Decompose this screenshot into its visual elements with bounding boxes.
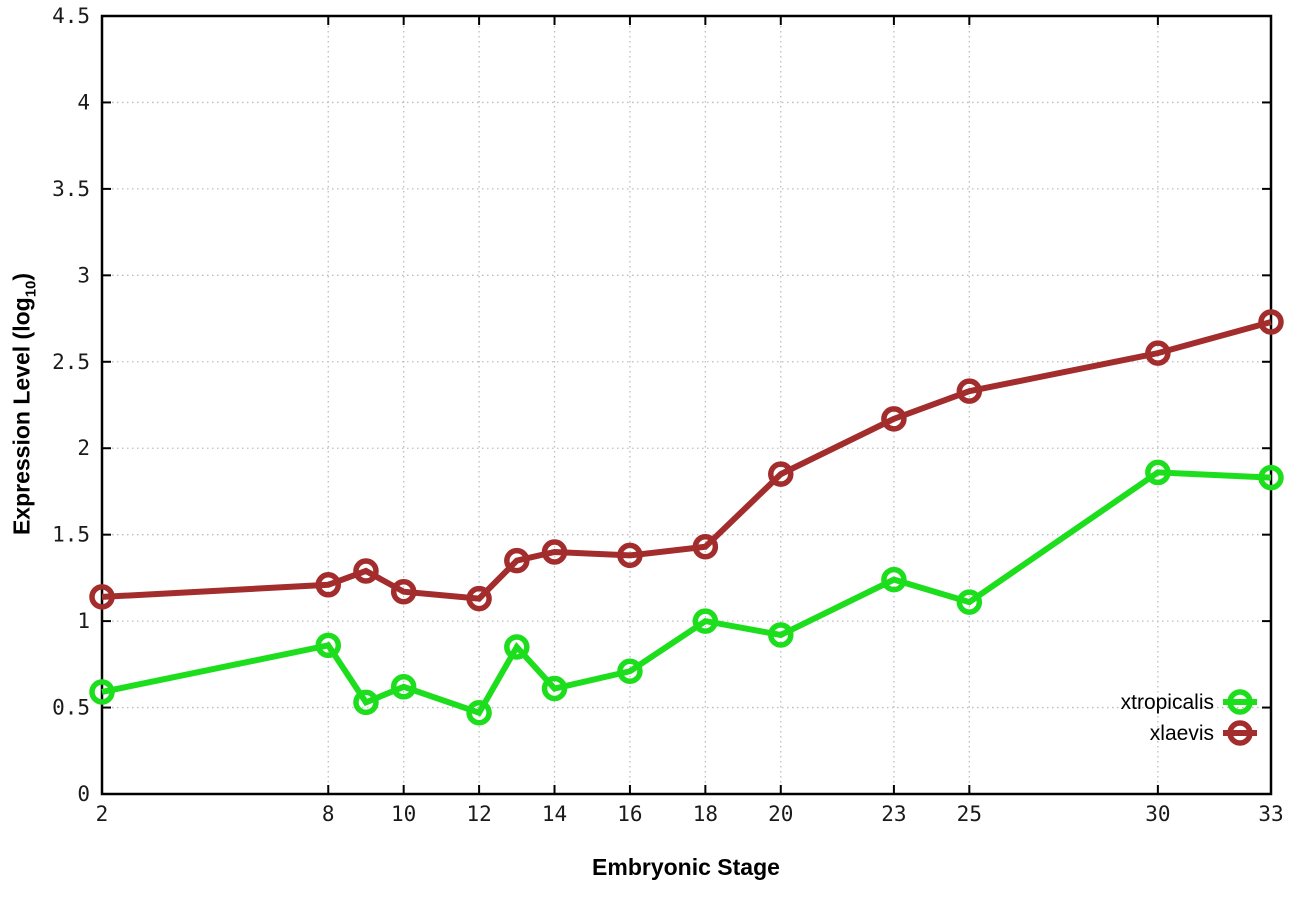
y-axis-title-close: ) <box>8 272 35 281</box>
data-point-xtropicalis <box>504 634 530 660</box>
legend: xtropicalis xlaevis <box>1121 689 1257 746</box>
x-tick-label: 2 <box>96 802 109 826</box>
tick-labels: 2 8 10 12 14 16 18 20 23 25 30 33 0 0.5 1 1.5 2 2.5 3 3.5 4 4… <box>52 4 1284 826</box>
data-point-xlaevis <box>504 547 530 574</box>
data-point-xtropicalis <box>89 679 115 705</box>
data-point-xlaevis <box>89 584 115 610</box>
data-point-xtropicalis <box>541 675 568 702</box>
x-tick-label: 16 <box>617 802 642 826</box>
y-axis-title-text: Expression Level (log <box>8 297 35 536</box>
y-tick-label: 3.5 <box>52 177 90 201</box>
y-axis-title: Expression Level (log10) <box>9 273 40 535</box>
data-point-xlaevis <box>466 585 492 612</box>
x-tick-label: 12 <box>466 802 491 826</box>
y-tick-label: 0 <box>77 782 90 806</box>
series-line-xtropicalis <box>101 469 1272 717</box>
data-point-xtropicalis <box>956 589 983 615</box>
x-tick-label: 8 <box>322 802 335 826</box>
data-point-xlaevis <box>315 572 342 598</box>
series-xtropicalis <box>89 459 1284 726</box>
data-point-xtropicalis <box>617 658 643 684</box>
x-tick-label: 30 <box>1145 802 1170 826</box>
data-point-xtropicalis <box>768 622 794 648</box>
x-tick-label: 20 <box>768 802 793 826</box>
legend-sample-marker-xtropicalis <box>1227 689 1253 715</box>
y-tick-label: 1.5 <box>52 523 90 547</box>
x-tick-label: 18 <box>693 802 718 826</box>
series-xlaevis <box>89 309 1284 612</box>
legend-label-xtropicalis: xtropicalis <box>1121 691 1214 714</box>
data-point-xlaevis <box>353 558 379 584</box>
data-point-xlaevis <box>390 578 417 605</box>
legend-sample-marker-xlaevis <box>1227 720 1253 746</box>
y-tick-label: 4 <box>77 90 90 114</box>
data-point-xtropicalis <box>1258 464 1284 491</box>
y-tick-label: 2.5 <box>52 350 90 374</box>
y-tick-label: 4.5 <box>52 4 90 28</box>
grid-lines <box>102 16 1271 794</box>
data-point-xlaevis <box>541 539 568 565</box>
x-tick-label: 14 <box>542 802 567 826</box>
legend-label-xlaevis: xlaevis <box>1150 722 1214 745</box>
y-tick-label: 3 <box>77 263 90 287</box>
legend-item-xlaevis: xlaevis <box>1150 720 1257 746</box>
x-axis-title: Embryonic Stage <box>592 854 780 880</box>
data-point-xlaevis <box>768 461 794 487</box>
y-tick-label: 0.5 <box>52 696 90 720</box>
data-point-xtropicalis <box>315 632 342 659</box>
data-point-xlaevis <box>956 378 983 404</box>
data-point-xtropicalis <box>1145 459 1171 486</box>
plot-border <box>100 14 1273 796</box>
x-tick-label: 10 <box>391 802 416 826</box>
data-point-xtropicalis <box>881 566 907 593</box>
x-tick-label: 23 <box>881 802 906 826</box>
data-point-xlaevis <box>1258 309 1284 335</box>
legend-item-xtropicalis: xtropicalis <box>1121 689 1257 715</box>
data-point-xtropicalis <box>466 699 492 726</box>
data-point-xlaevis <box>692 534 719 560</box>
data-point-xlaevis <box>617 542 643 569</box>
data-point-xtropicalis <box>353 689 379 716</box>
data-point-xtropicalis <box>692 608 719 634</box>
x-tick-label: 25 <box>957 802 982 826</box>
x-tick-label: 33 <box>1258 802 1283 826</box>
data-point-xlaevis <box>881 406 907 432</box>
data-point-xlaevis <box>1145 340 1171 366</box>
y-tick-label: 1 <box>77 609 90 633</box>
y-tick-label: 2 <box>77 436 90 460</box>
y-axis-title-subscript: 10 <box>22 280 40 298</box>
series-line-xlaevis <box>101 319 1272 602</box>
data-point-xtropicalis <box>390 674 417 700</box>
axis-ticks <box>101 15 1272 795</box>
